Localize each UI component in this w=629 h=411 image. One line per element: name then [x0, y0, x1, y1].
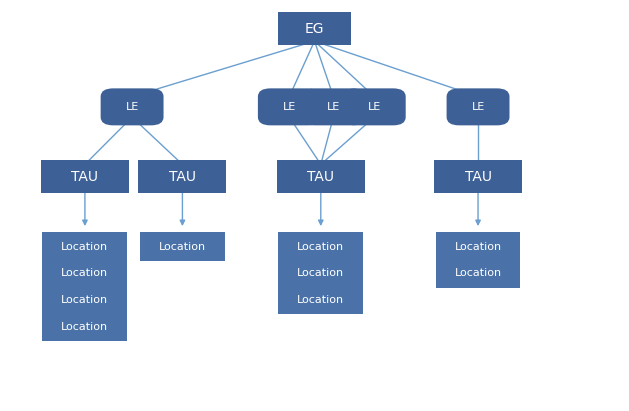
- Text: Location: Location: [62, 295, 108, 305]
- Text: TAU: TAU: [465, 170, 491, 184]
- FancyBboxPatch shape: [138, 160, 226, 193]
- FancyBboxPatch shape: [278, 259, 364, 288]
- FancyBboxPatch shape: [41, 160, 129, 193]
- Text: Location: Location: [455, 268, 501, 278]
- FancyBboxPatch shape: [258, 88, 321, 125]
- Text: LE: LE: [471, 102, 485, 112]
- Text: LE: LE: [326, 102, 340, 112]
- FancyBboxPatch shape: [43, 286, 127, 314]
- FancyBboxPatch shape: [343, 88, 406, 125]
- Text: TAU: TAU: [308, 170, 334, 184]
- FancyBboxPatch shape: [278, 232, 364, 261]
- Text: Location: Location: [62, 242, 108, 252]
- Text: Location: Location: [298, 268, 344, 278]
- Text: Location: Location: [298, 242, 344, 252]
- FancyBboxPatch shape: [43, 232, 127, 261]
- FancyBboxPatch shape: [435, 232, 521, 261]
- FancyBboxPatch shape: [302, 88, 365, 125]
- Text: Location: Location: [159, 242, 206, 252]
- FancyBboxPatch shape: [434, 160, 522, 193]
- FancyBboxPatch shape: [278, 12, 351, 45]
- Text: TAU: TAU: [169, 170, 196, 184]
- FancyBboxPatch shape: [278, 286, 364, 314]
- Text: EG: EG: [304, 22, 325, 36]
- FancyBboxPatch shape: [140, 232, 225, 261]
- Text: Location: Location: [455, 242, 501, 252]
- FancyBboxPatch shape: [101, 88, 164, 125]
- Text: TAU: TAU: [72, 170, 98, 184]
- Text: LE: LE: [367, 102, 381, 112]
- FancyBboxPatch shape: [447, 88, 509, 125]
- FancyBboxPatch shape: [43, 312, 127, 341]
- FancyBboxPatch shape: [43, 259, 127, 288]
- Text: LE: LE: [125, 102, 139, 112]
- Text: Location: Location: [298, 295, 344, 305]
- Text: Location: Location: [62, 322, 108, 332]
- Text: Location: Location: [62, 268, 108, 278]
- Text: LE: LE: [282, 102, 296, 112]
- FancyBboxPatch shape: [435, 259, 521, 288]
- FancyBboxPatch shape: [277, 160, 365, 193]
